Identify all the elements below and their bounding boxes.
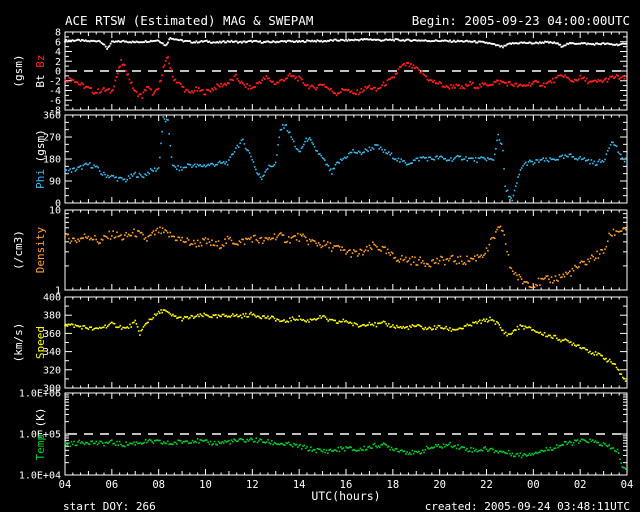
start-doy-label: start DOY: 266 bbox=[63, 500, 156, 512]
x-tick-label: 04 bbox=[59, 479, 72, 491]
panel-phi: 360 270 180 90 0 Phi (gsm) bbox=[34, 111, 628, 210]
y-tick-label: 400 bbox=[43, 293, 61, 304]
y-tick-label: 340 bbox=[43, 347, 61, 358]
y-tick-label: -4 bbox=[49, 86, 61, 97]
y-tick-label: 8 bbox=[55, 28, 61, 39]
created-timestamp: created: 2005-09-24 03:48:11UTC bbox=[425, 500, 630, 512]
y-axis-label: Temp (K) bbox=[34, 408, 47, 461]
panel-frame bbox=[64, 296, 628, 389]
x-tick-label: 20 bbox=[433, 479, 446, 491]
y-tick-label: 360 bbox=[43, 329, 61, 340]
y-tick-label: 180 bbox=[43, 155, 61, 166]
x-tick-label: 18 bbox=[387, 479, 400, 491]
series-phi bbox=[64, 116, 627, 202]
panel-temp: 1.0E+06 1.0E+05 1.0E+04 Temp (K) bbox=[19, 389, 628, 482]
y-tick-label: -6 bbox=[49, 96, 61, 107]
series-bt bbox=[64, 37, 627, 50]
y-axis-unit: (/cm3) bbox=[12, 230, 25, 270]
x-tick-label: 16 bbox=[340, 479, 353, 491]
y-axis-unit: (km/s) bbox=[12, 323, 25, 363]
panel-speed: 400 380 360 340 320 300 (km/s) Speed bbox=[12, 293, 628, 395]
begin-timestamp: Begin: 2005-09-23 04:00:00UTC bbox=[412, 13, 630, 28]
y-tick-label: 360 bbox=[43, 111, 61, 122]
y-axis-unit: (gsm) bbox=[12, 54, 25, 87]
x-tick-label: 06 bbox=[106, 479, 119, 491]
y-tick-label: 10 bbox=[49, 206, 61, 217]
y-tick-label: 2 bbox=[55, 57, 61, 68]
series-speed bbox=[64, 309, 627, 382]
x-tick-label: 14 bbox=[293, 479, 306, 491]
y-tick-label: 1.0E+05 bbox=[19, 430, 61, 441]
y-tick-label: 6 bbox=[55, 37, 61, 48]
x-tick-label: 22 bbox=[480, 479, 493, 491]
y-tick-label: 320 bbox=[43, 365, 61, 376]
series-bz bbox=[64, 56, 627, 99]
y-tick-label: -8 bbox=[49, 106, 61, 117]
y-tick-label: 90 bbox=[49, 177, 61, 188]
panel-density: 10 1 (/cm3) Density bbox=[12, 206, 628, 297]
y-tick-label: 4 bbox=[55, 47, 61, 58]
x-tick-label: 00 bbox=[527, 479, 540, 491]
y-tick-label: 1.0E+06 bbox=[19, 389, 61, 400]
y-axis-label: Bt Bz bbox=[34, 54, 47, 87]
series-density bbox=[64, 225, 627, 289]
y-tick-label: 1.0E+04 bbox=[19, 471, 61, 482]
x-tick-label: 02 bbox=[574, 479, 587, 491]
x-axis-label: UTC(hours) bbox=[311, 489, 380, 503]
y-axis-label: Speed bbox=[34, 326, 47, 359]
y-tick-label: 380 bbox=[43, 311, 61, 322]
y-axis-label: Density bbox=[34, 226, 47, 273]
x-tick-labels: 04 06 08 10 12 14 16 18 20 22 00 02 04 bbox=[59, 479, 634, 491]
x-tick-label: 04 bbox=[621, 479, 634, 491]
series-temp bbox=[64, 437, 627, 470]
y-tick-label: 0 bbox=[55, 67, 61, 78]
y-tick-label: 0 bbox=[55, 199, 61, 210]
y-tick-label: 270 bbox=[43, 133, 61, 144]
panel-frame bbox=[64, 114, 628, 204]
y-tick-label: -2 bbox=[49, 76, 61, 87]
x-tick-label: 12 bbox=[246, 479, 259, 491]
x-tick-label: 10 bbox=[199, 479, 212, 491]
y-tick-label: 300 bbox=[43, 384, 61, 395]
y-axis-label: Phi (gsm) bbox=[34, 129, 47, 189]
x-tick-label: 08 bbox=[152, 479, 165, 491]
y-tick-label: 1 bbox=[55, 286, 61, 297]
plot-title: ACE RTSW (Estimated) MAG & SWEPAM bbox=[65, 13, 313, 28]
